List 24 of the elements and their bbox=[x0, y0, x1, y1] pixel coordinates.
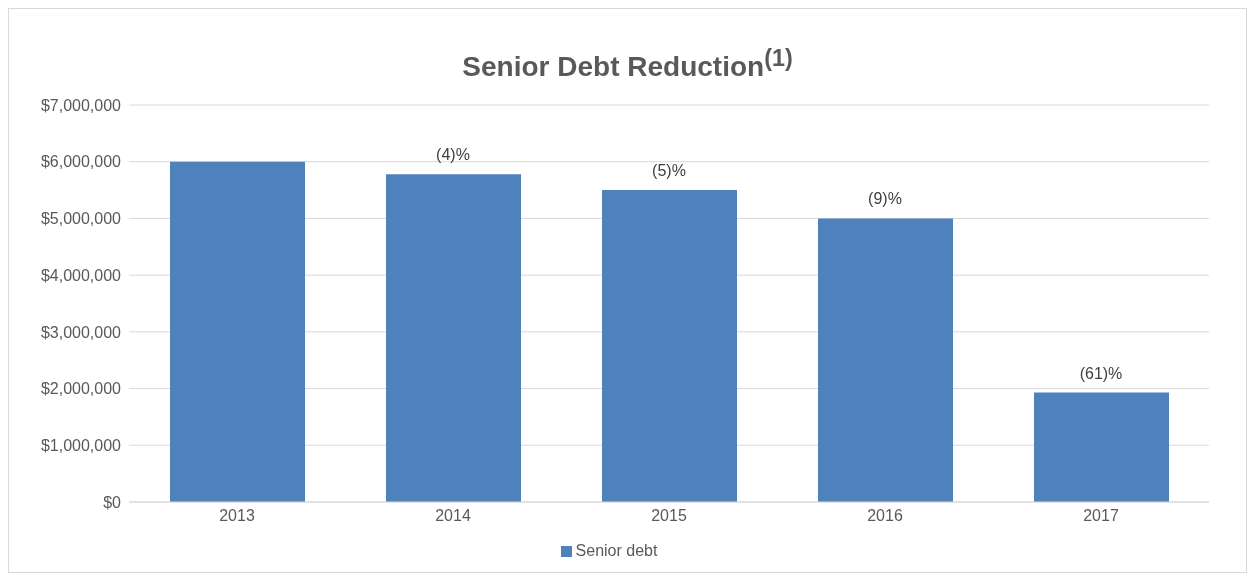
annotation: (61)% bbox=[1079, 364, 1123, 382]
y-tick-label: $1,000,000 bbox=[40, 436, 122, 454]
y-tick-label: $2,000,000 bbox=[40, 380, 122, 398]
chart-title: Senior Debt Reduction$^{(1)}$ bbox=[461, 44, 794, 85]
bar bbox=[386, 174, 521, 502]
y-tick-label: $4,000,000 bbox=[40, 266, 122, 284]
x-tick-label: 2015 bbox=[651, 507, 687, 525]
y-tick-label: $3,000,000 bbox=[40, 323, 122, 341]
annotation: (4)% bbox=[436, 146, 470, 164]
y-tick-label: $0 bbox=[103, 493, 122, 511]
annotation: (5)% bbox=[652, 162, 686, 180]
x-tick-label: 2016 bbox=[867, 507, 903, 525]
annotation: (9)% bbox=[868, 190, 902, 208]
x-tick-label: 2014 bbox=[435, 507, 471, 525]
bar bbox=[1034, 392, 1169, 502]
y-tick-label: $5,000,000 bbox=[40, 210, 122, 228]
bar bbox=[602, 190, 737, 502]
bar bbox=[818, 218, 953, 502]
bar bbox=[170, 161, 305, 502]
x-tick-label: 2017 bbox=[1083, 507, 1119, 525]
y-tick-label: $6,000,000 bbox=[40, 153, 122, 171]
y-tick-label: $7,000,000 bbox=[40, 96, 122, 114]
x-tick-label: 2013 bbox=[219, 507, 255, 525]
legend-label: Senior debt bbox=[575, 542, 658, 559]
